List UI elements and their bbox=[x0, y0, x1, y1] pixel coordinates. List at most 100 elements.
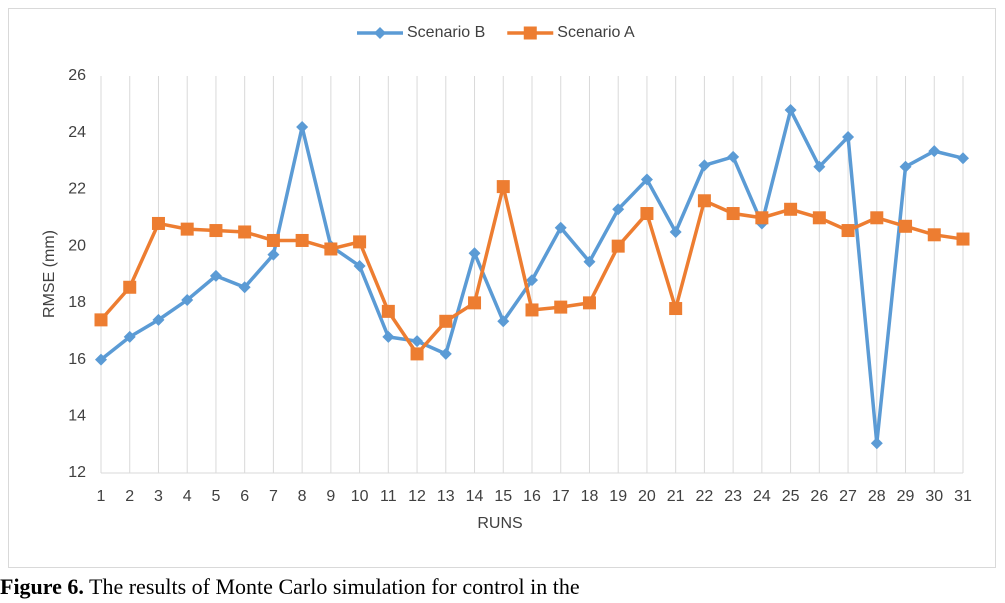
legend-label: Scenario B bbox=[407, 24, 485, 41]
marker bbox=[266, 233, 280, 247]
x-tick-label: 26 bbox=[810, 488, 828, 505]
x-tick-label: 9 bbox=[326, 488, 335, 505]
marker bbox=[755, 211, 769, 225]
x-tick-label: 20 bbox=[638, 488, 656, 505]
marker bbox=[612, 203, 625, 216]
marker bbox=[899, 160, 912, 173]
marker bbox=[209, 224, 223, 238]
x-tick-label: 6 bbox=[240, 488, 249, 505]
marker bbox=[295, 233, 309, 247]
x-tick-label: 4 bbox=[183, 488, 192, 505]
x-tick-label: 10 bbox=[351, 488, 369, 505]
marker bbox=[181, 294, 194, 307]
x-tick-label: 12 bbox=[408, 488, 426, 505]
x-tick-label: 15 bbox=[494, 488, 512, 505]
x-tick-label: 2 bbox=[125, 488, 134, 505]
marker bbox=[812, 211, 826, 225]
x-tick-label: 23 bbox=[724, 488, 742, 505]
marker bbox=[582, 296, 596, 310]
marker bbox=[324, 242, 338, 256]
y-tick-label: 18 bbox=[68, 294, 86, 311]
marker bbox=[382, 330, 395, 343]
x-tick-label: 22 bbox=[696, 488, 714, 505]
marker bbox=[927, 228, 941, 242]
marker bbox=[640, 173, 653, 186]
marker bbox=[669, 302, 683, 316]
marker bbox=[410, 347, 424, 361]
caption-label: Figure 6. bbox=[0, 574, 84, 599]
marker bbox=[870, 211, 884, 225]
marker bbox=[554, 300, 568, 314]
marker bbox=[583, 255, 596, 268]
marker bbox=[381, 304, 395, 318]
marker bbox=[123, 280, 137, 294]
x-tick-label: 24 bbox=[753, 488, 771, 505]
x-tick-label: 17 bbox=[552, 488, 570, 505]
marker bbox=[353, 259, 366, 272]
x-tick-label: 29 bbox=[897, 488, 915, 505]
x-tick-label: 1 bbox=[97, 488, 106, 505]
x-tick-label: 21 bbox=[667, 488, 685, 505]
marker bbox=[296, 121, 309, 134]
marker bbox=[152, 313, 165, 326]
marker bbox=[611, 239, 625, 253]
marker bbox=[180, 222, 194, 236]
x-tick-label: 27 bbox=[839, 488, 857, 505]
marker bbox=[468, 247, 481, 260]
x-tick-label: 11 bbox=[380, 488, 397, 505]
caption: Figure 6. The results of Monte Carlo sim… bbox=[0, 574, 580, 600]
marker bbox=[697, 194, 711, 208]
marker bbox=[209, 269, 222, 282]
marker bbox=[870, 437, 883, 450]
x-axis-label: RUNS bbox=[477, 515, 522, 532]
x-tick-label: 13 bbox=[437, 488, 455, 505]
marker bbox=[669, 225, 682, 238]
marker bbox=[956, 232, 970, 246]
y-tick-label: 22 bbox=[68, 181, 86, 198]
marker bbox=[726, 207, 740, 221]
marker bbox=[94, 313, 108, 327]
marker bbox=[525, 303, 539, 317]
marker bbox=[411, 335, 424, 348]
marker bbox=[813, 160, 826, 173]
marker bbox=[123, 330, 136, 343]
y-tick-label: 20 bbox=[68, 237, 86, 254]
x-tick-label: 18 bbox=[581, 488, 599, 505]
x-tick-label: 5 bbox=[211, 488, 220, 505]
marker bbox=[267, 248, 280, 261]
marker bbox=[526, 274, 538, 287]
x-tick-label: 7 bbox=[269, 488, 278, 505]
marker bbox=[554, 221, 567, 234]
marker bbox=[698, 159, 711, 172]
legend-label: Scenario A bbox=[557, 24, 635, 41]
x-tick-label: 3 bbox=[154, 488, 163, 505]
y-tick-label: 16 bbox=[68, 351, 86, 368]
marker bbox=[238, 225, 252, 239]
y-tick-label: 12 bbox=[68, 464, 86, 481]
caption-text: The results of Monte Carlo simulation fo… bbox=[89, 574, 580, 599]
y-tick-label: 26 bbox=[68, 67, 86, 84]
marker bbox=[374, 27, 386, 39]
x-tick-label: 16 bbox=[523, 488, 541, 505]
marker bbox=[957, 152, 969, 165]
marker bbox=[842, 130, 855, 143]
marker bbox=[238, 281, 251, 294]
marker bbox=[353, 235, 367, 249]
marker bbox=[497, 315, 510, 328]
marker bbox=[640, 207, 654, 221]
x-tick-label: 19 bbox=[609, 488, 627, 505]
y-tick-label: 14 bbox=[68, 408, 86, 425]
y-tick-label: 24 bbox=[68, 124, 86, 141]
marker bbox=[523, 26, 537, 40]
chart-border bbox=[8, 8, 996, 568]
marker bbox=[468, 296, 482, 310]
marker bbox=[439, 314, 453, 328]
marker bbox=[841, 224, 855, 238]
y-axis-label: RMSE (mm) bbox=[41, 230, 58, 318]
marker bbox=[928, 145, 941, 158]
marker bbox=[496, 180, 510, 194]
marker bbox=[727, 150, 740, 163]
marker bbox=[439, 347, 452, 360]
x-tick-label: 28 bbox=[868, 488, 886, 505]
